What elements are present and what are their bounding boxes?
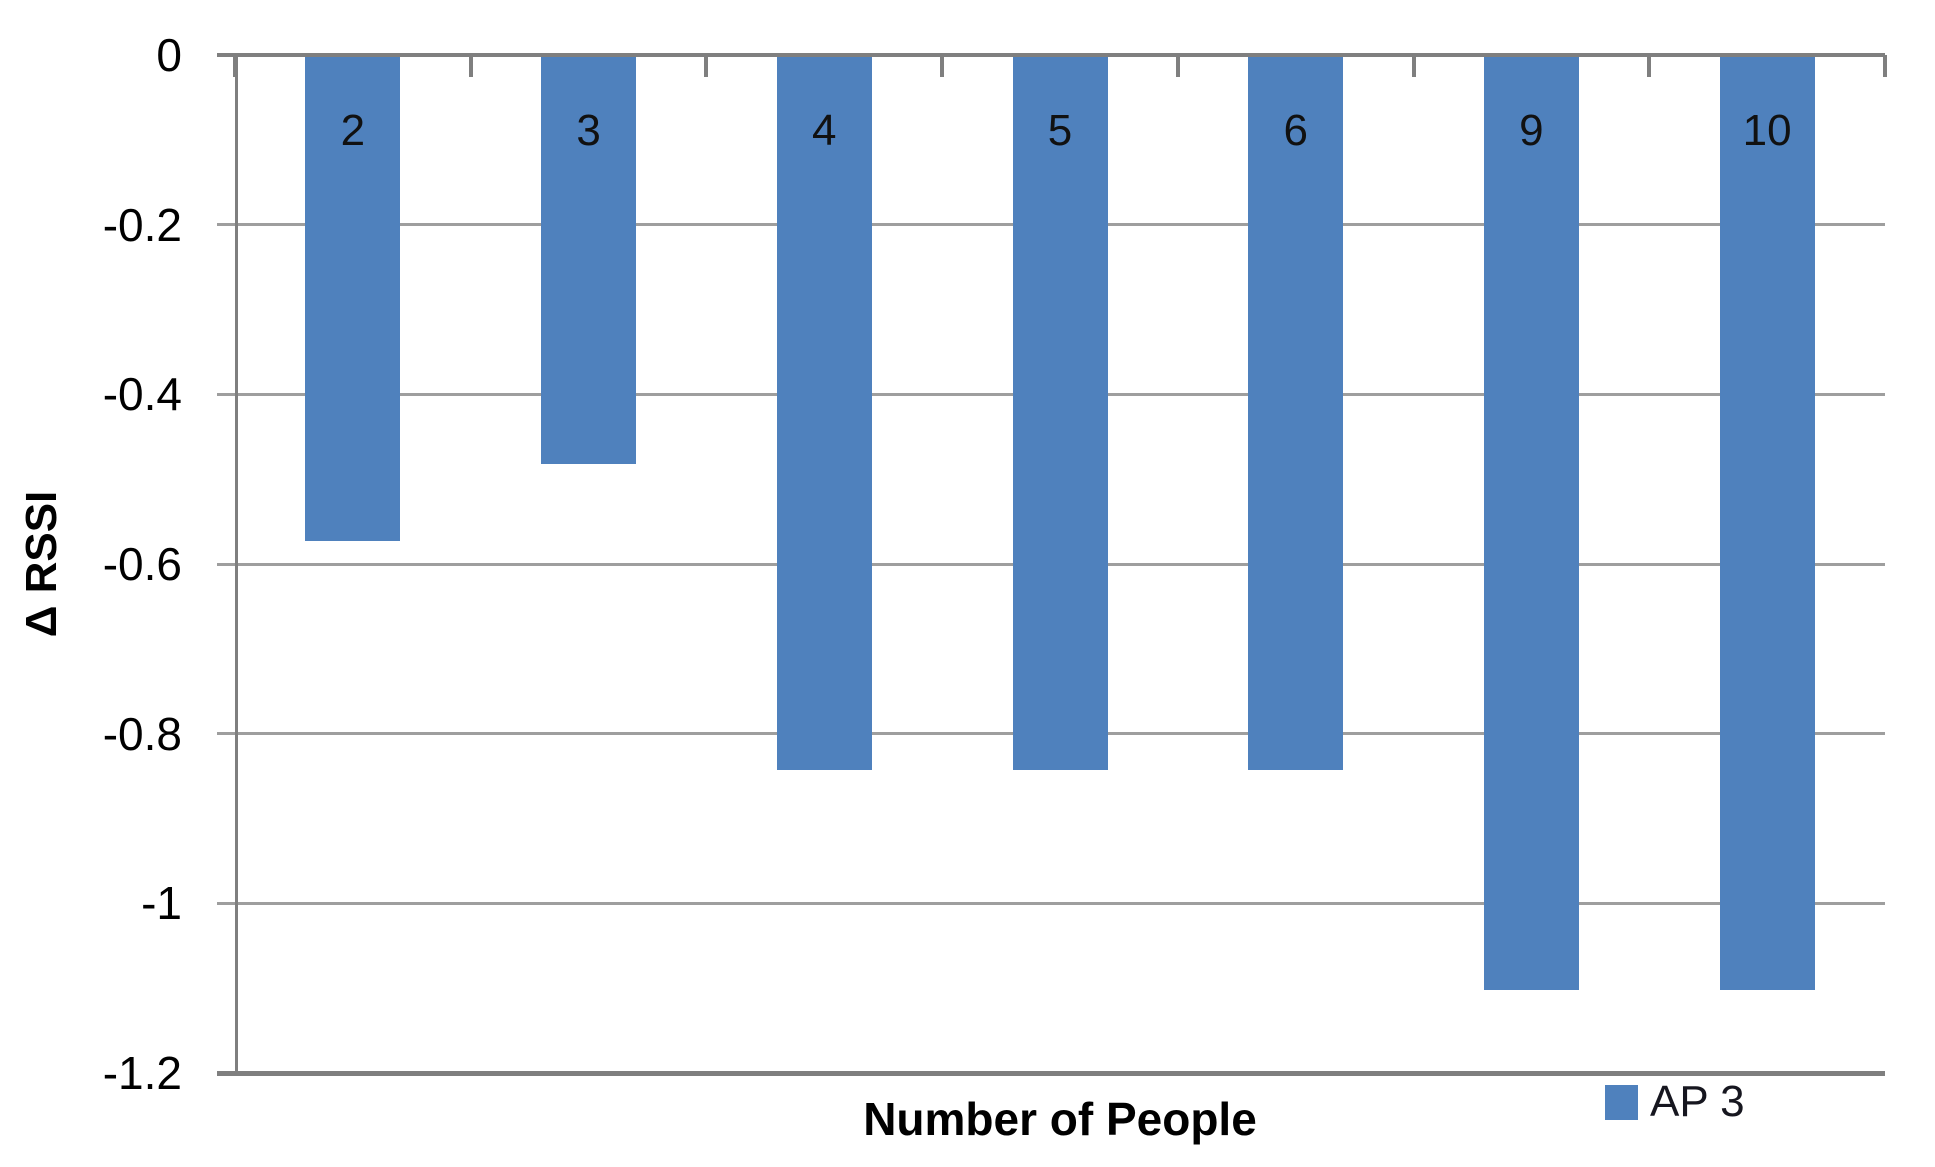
- y-axis-tick: [217, 732, 235, 736]
- bar-AP3-x3: [541, 57, 637, 465]
- bar-category-label: 9: [1519, 106, 1544, 155]
- x-axis-tick: [233, 55, 237, 77]
- y-axis-tick: [217, 562, 235, 566]
- x-axis-tick: [1411, 55, 1416, 77]
- x-axis-tick: [940, 55, 945, 77]
- y-axis-tick: [217, 901, 235, 905]
- bar-AP3-x10: [1719, 57, 1815, 991]
- y-tick-label: -0.2: [102, 198, 182, 251]
- axis-line: [235, 53, 1885, 57]
- bar-category-label: 2: [340, 106, 366, 155]
- bar-AP3-x5: [1012, 57, 1108, 770]
- y-tick-label: -1: [141, 877, 182, 930]
- y-tick-label: 0: [156, 29, 182, 81]
- bar-category-label: 10: [1742, 106, 1792, 155]
- x-axis-tick: [704, 55, 709, 77]
- x-axis-tick: [468, 55, 473, 77]
- bar-category-label: 4: [812, 106, 837, 155]
- bar-AP3-x2: [305, 57, 401, 541]
- y-axis-line: [235, 55, 238, 1073]
- legend-label: AP 3: [1650, 1077, 1745, 1126]
- y-tick-label: -0.6: [102, 538, 182, 590]
- x-axis-tick: [1883, 55, 1887, 77]
- x-axis-tick: [1175, 55, 1180, 77]
- bar-category-label: 5: [1047, 106, 1073, 155]
- y-axis-tick: [217, 1070, 235, 1076]
- y-axis-tick: [217, 223, 235, 227]
- y-axis-tick: [217, 392, 235, 396]
- y-tick-label: -0.4: [102, 368, 182, 421]
- bar-AP3-x6: [1248, 57, 1344, 770]
- bar-AP3-x4: [776, 57, 872, 770]
- gridline: [235, 901, 1885, 905]
- y-tick-label: -1.2: [102, 1047, 182, 1099]
- bar-category-label: 6: [1283, 106, 1308, 155]
- legend-swatch: [1605, 1084, 1638, 1120]
- bar-AP3-x9: [1483, 57, 1579, 991]
- bar-category-label: 3: [576, 106, 601, 155]
- axis-line: [235, 1070, 1885, 1076]
- x-axis-tick: [1647, 55, 1652, 77]
- y-axis-tick: [217, 53, 235, 57]
- x-axis-title: Number of People: [863, 1093, 1257, 1145]
- legend: AP 3: [1605, 1077, 1745, 1127]
- y-tick-label: -0.8: [102, 707, 182, 760]
